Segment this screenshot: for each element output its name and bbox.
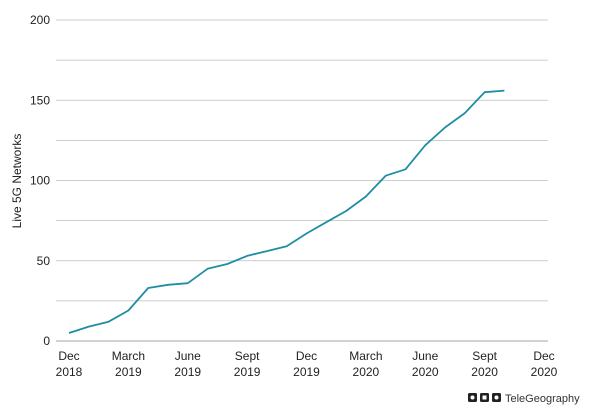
x-tick-label: June 2020 [412,349,439,379]
y-tick-label: 150 [30,93,50,107]
x-tick-label: Sept 2020 [471,349,498,379]
telegeography-logo-icon [468,393,501,402]
x-tick-label: Sept 2019 [234,349,261,379]
x-tick-label: March 2019 [112,349,145,379]
y-tick-label: 0 [43,334,50,348]
y-tick-label: 50 [37,254,51,268]
y-tick-label: 200 [30,13,50,27]
gridlines [56,19,548,342]
logo-wordmark: TeleGeography [505,393,580,405]
y-axis-ticks: 0 50 100 150 200 [30,13,50,348]
x-tick-label: March 2020 [349,349,382,379]
y-tick-label: 100 [30,174,50,188]
y-axis-title: Live 5G Networks [10,134,24,229]
x-tick-label: Dec 2019 [293,349,320,379]
x-tick-label: Dec 2020 [531,349,558,379]
telegeography-logo: TeleGeography [468,393,580,405]
series-line [68,89,505,334]
x-axis-ticks: Dec 2018 March 2019 June 2019 Sept 2019 Dec 2019 M… [56,349,558,379]
series-layer [68,89,505,334]
x-tick-label: Dec 2018 [56,349,83,379]
x-tick-label: June 2019 [174,349,201,379]
